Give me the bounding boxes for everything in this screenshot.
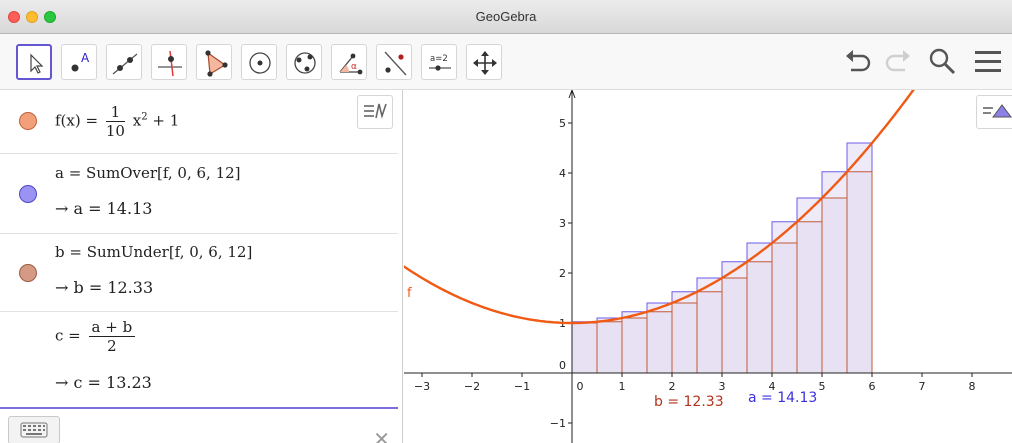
keyboard-icon bbox=[20, 422, 48, 438]
point-tool-button[interactable]: A bbox=[61, 44, 97, 80]
y-tick-label: 5 bbox=[559, 117, 566, 130]
svg-text:α: α bbox=[351, 62, 357, 72]
y-axis-arrow bbox=[568, 90, 576, 99]
lower-sum-bar bbox=[571, 322, 598, 374]
zoom-window-button[interactable] bbox=[44, 11, 56, 23]
graphics-style-icon bbox=[983, 104, 1012, 118]
reflect-about-line-icon bbox=[384, 51, 407, 76]
slider-icon: a=2 bbox=[429, 54, 451, 71]
graphics-view[interactable]: −3 −2 −1 0 1 2 3 4 5 6 7 8 −1 0 1 2 3 4 5 f b = 12.33 a = … bbox=[404, 90, 1012, 443]
perpendicular-line-icon bbox=[158, 50, 182, 77]
title-bar: GeoGebra bbox=[0, 0, 1012, 34]
algebra-row-b[interactable]: b = SumUnder[f, 0, 6, 12] → b = 12.33 bbox=[0, 234, 398, 312]
close-input-icon[interactable]: ✕ bbox=[373, 427, 390, 443]
x-tick-label: −1 bbox=[514, 380, 530, 393]
sum-under-label: b = 12.33 bbox=[654, 394, 724, 410]
result-a: → a = 14.13 bbox=[55, 199, 153, 218]
menu-icon[interactable] bbox=[972, 46, 1004, 76]
x-tick-label: −2 bbox=[464, 380, 480, 393]
polygon-tool-button[interactable] bbox=[196, 44, 232, 80]
axes bbox=[404, 90, 1012, 443]
lower-sum-bar bbox=[821, 197, 848, 374]
algebra-sort-icon bbox=[364, 103, 387, 119]
x-tick-label: 6 bbox=[869, 380, 876, 393]
x-tick-label: 5 bbox=[819, 380, 826, 393]
polygon-icon bbox=[205, 50, 228, 77]
lower-sum-bar bbox=[746, 261, 773, 374]
lower-sum-bar bbox=[846, 171, 873, 374]
graphics-style-bar-button[interactable] bbox=[976, 95, 1012, 129]
cursor-arrow-icon bbox=[30, 53, 44, 74]
lower-sum-bar bbox=[621, 317, 648, 374]
x-tick-label: 8 bbox=[969, 380, 976, 393]
result-c: → c = 13.23 bbox=[55, 373, 152, 392]
angle-icon: α bbox=[339, 53, 363, 75]
visibility-toggle-a[interactable] bbox=[19, 185, 37, 203]
circle-three-points-tool-button[interactable] bbox=[286, 44, 322, 80]
circle-three-points-icon bbox=[294, 52, 316, 74]
minimize-window-button[interactable] bbox=[26, 11, 38, 23]
redo-icon[interactable] bbox=[884, 46, 914, 76]
lower-sum-bar bbox=[721, 277, 748, 374]
reflect-tool-button[interactable] bbox=[376, 44, 412, 80]
line-icon bbox=[112, 53, 138, 75]
definition-a: a = SumOver[f, 0, 6, 12] bbox=[55, 164, 241, 182]
lower-sum-bar bbox=[771, 242, 798, 374]
lower-sum-bar bbox=[646, 311, 673, 374]
toolbar: A α bbox=[0, 34, 1012, 90]
algebra-row-a[interactable]: a = SumOver[f, 0, 6, 12] → a = 14.13 bbox=[0, 154, 398, 234]
algebra-view: f(x) = 1 10 x2 + 1 a = SumOver[f, 0, 6, 1… bbox=[0, 90, 403, 443]
x-tick-label: 7 bbox=[919, 380, 926, 393]
y-tick-label: 2 bbox=[559, 267, 566, 280]
definition-f: f(x) = 1 10 x2 + 1 bbox=[55, 103, 180, 140]
move-graphics-view-tool-button[interactable] bbox=[466, 44, 502, 80]
algebra-style-bar-button[interactable] bbox=[357, 95, 393, 129]
algebra-row-f[interactable]: f(x) = 1 10 x2 + 1 bbox=[0, 90, 398, 154]
keyboard-button[interactable] bbox=[8, 416, 60, 443]
x-tick-label: 2 bbox=[669, 380, 676, 393]
circle-with-center-icon bbox=[249, 52, 271, 74]
visibility-toggle-f[interactable] bbox=[19, 112, 37, 130]
x-tick-label: −3 bbox=[414, 380, 430, 393]
function-f-curve[interactable] bbox=[404, 90, 932, 325]
move-tool-button[interactable] bbox=[16, 44, 52, 80]
y-tick-label: −1 bbox=[550, 417, 566, 430]
close-window-button[interactable] bbox=[8, 11, 20, 23]
lower-sum-bar bbox=[596, 321, 623, 374]
input-bar[interactable]: ✕ bbox=[0, 407, 398, 443]
x-tick-label: 4 bbox=[769, 380, 776, 393]
lower-sum-bar bbox=[671, 302, 698, 374]
sum-over-label: a = 14.13 bbox=[748, 390, 817, 406]
window-title: GeoGebra bbox=[475, 9, 537, 24]
circle-center-tool-button[interactable] bbox=[241, 44, 277, 80]
x-tick-label: 3 bbox=[719, 380, 726, 393]
perpendicular-line-tool-button[interactable] bbox=[151, 44, 187, 80]
slider-tool-button[interactable]: a=2 bbox=[421, 44, 457, 80]
svg-text:a=2: a=2 bbox=[430, 54, 448, 64]
undo-icon[interactable] bbox=[842, 46, 872, 76]
lower-sum-bar bbox=[696, 291, 723, 374]
x-tick-label: 1 bbox=[619, 380, 626, 393]
definition-b: b = SumUnder[f, 0, 6, 12] bbox=[55, 243, 253, 261]
search-icon[interactable] bbox=[927, 46, 957, 76]
line-tool-button[interactable] bbox=[106, 44, 142, 80]
y-tick-label: 4 bbox=[559, 167, 566, 180]
move-arrows-icon bbox=[473, 51, 497, 75]
function-f-label: f bbox=[407, 286, 412, 301]
y-tick-label: 0 bbox=[559, 359, 566, 372]
svg-text:A: A bbox=[81, 51, 90, 65]
point-icon: A bbox=[71, 51, 90, 72]
angle-tool-button[interactable]: α bbox=[331, 44, 367, 80]
lower-sum-bar bbox=[796, 221, 823, 374]
y-tick-label: 3 bbox=[559, 217, 566, 230]
result-b: → b = 12.33 bbox=[55, 278, 154, 297]
visibility-toggle-b[interactable] bbox=[19, 264, 37, 282]
x-tick-label: 0 bbox=[577, 380, 584, 393]
